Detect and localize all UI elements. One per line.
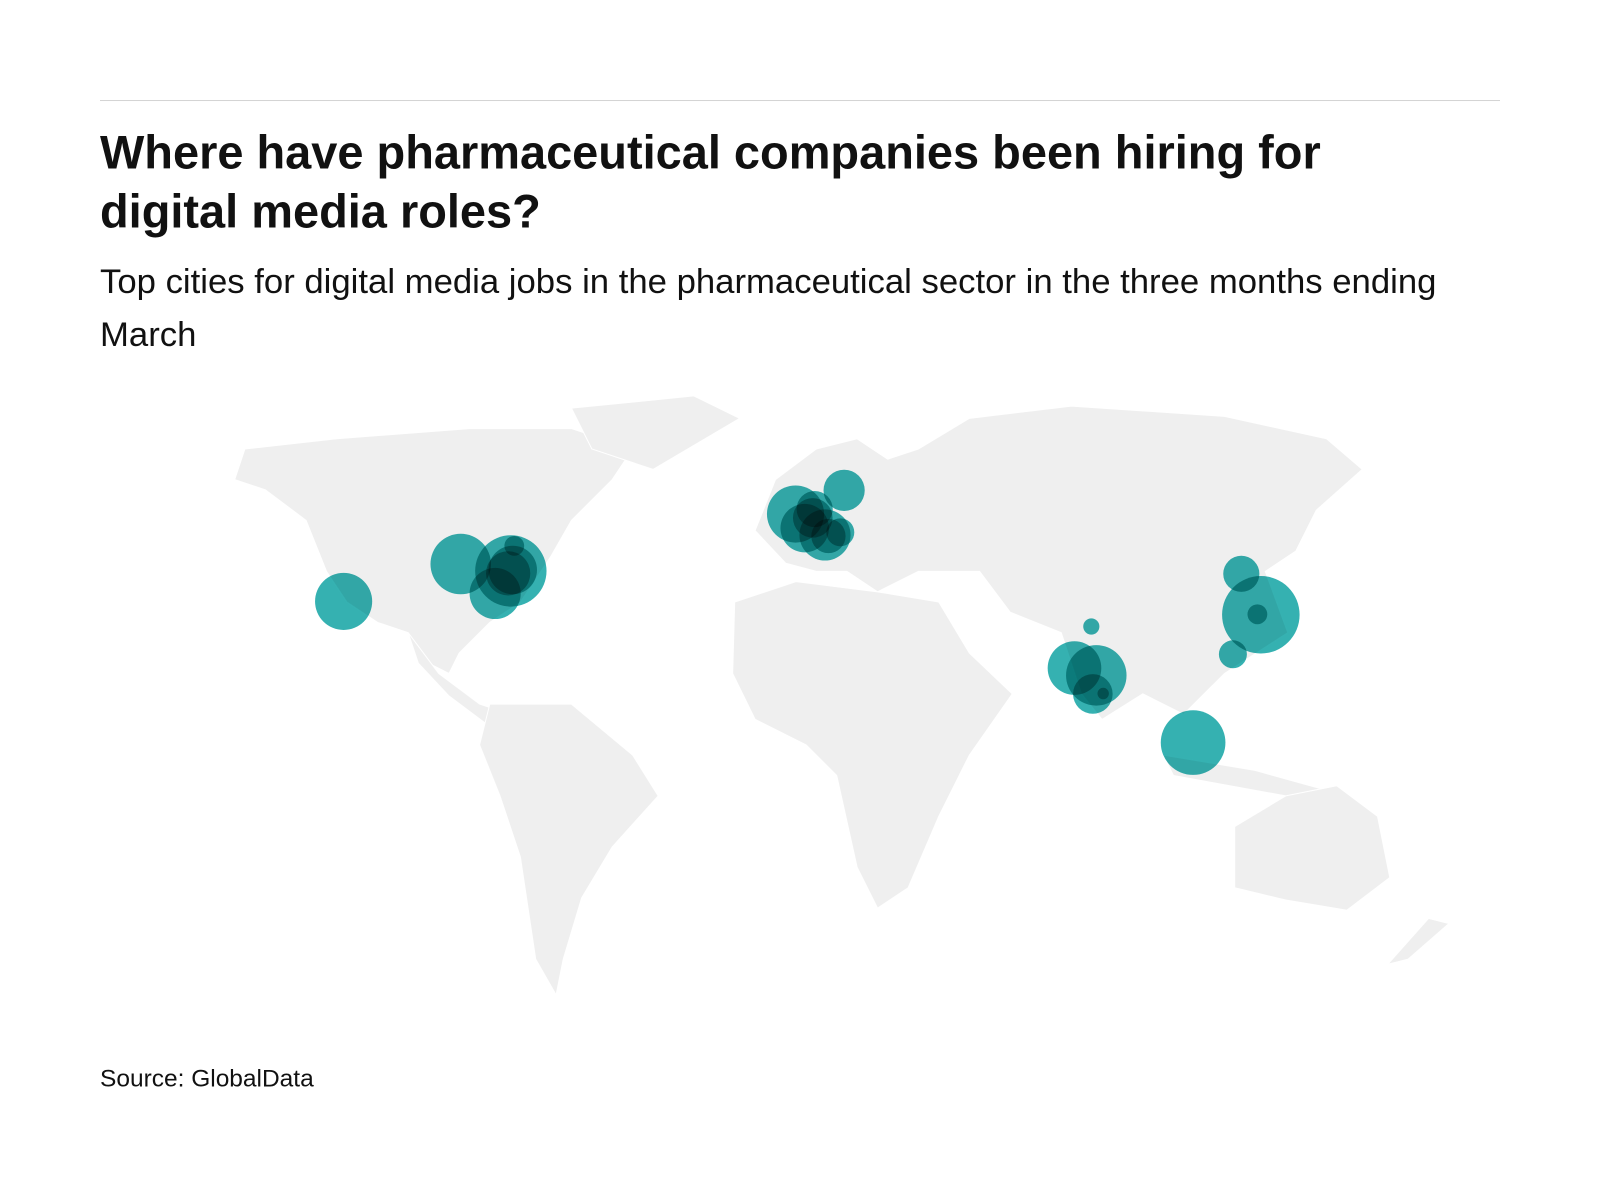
city-bubble — [486, 551, 531, 596]
greenland — [570, 395, 741, 470]
subtitle: Top cities for digital media jobs in the… — [99, 262, 1437, 355]
city-bubble — [826, 518, 855, 547]
header-rule — [99, 99, 1500, 102]
africa — [732, 581, 1013, 909]
city-bubble — [823, 469, 865, 511]
city-bubble — [1223, 555, 1260, 592]
city-bubble — [315, 572, 373, 630]
city-bubble — [504, 535, 525, 556]
title: Where have pharmaceutical companies been… — [99, 125, 1321, 238]
city-bubble — [1083, 618, 1100, 635]
city-bubble — [1097, 687, 1109, 700]
new-zealand — [1386, 917, 1451, 966]
australia — [1234, 785, 1391, 911]
source: Source: GlobalData — [99, 1065, 314, 1093]
city-bubble — [1218, 640, 1247, 669]
city-bubble — [1073, 674, 1113, 714]
bubbles — [315, 469, 1300, 775]
city-bubble — [1247, 604, 1268, 625]
city-bubble — [1160, 710, 1226, 775]
city-bubble — [796, 490, 833, 528]
south-america — [479, 703, 659, 997]
